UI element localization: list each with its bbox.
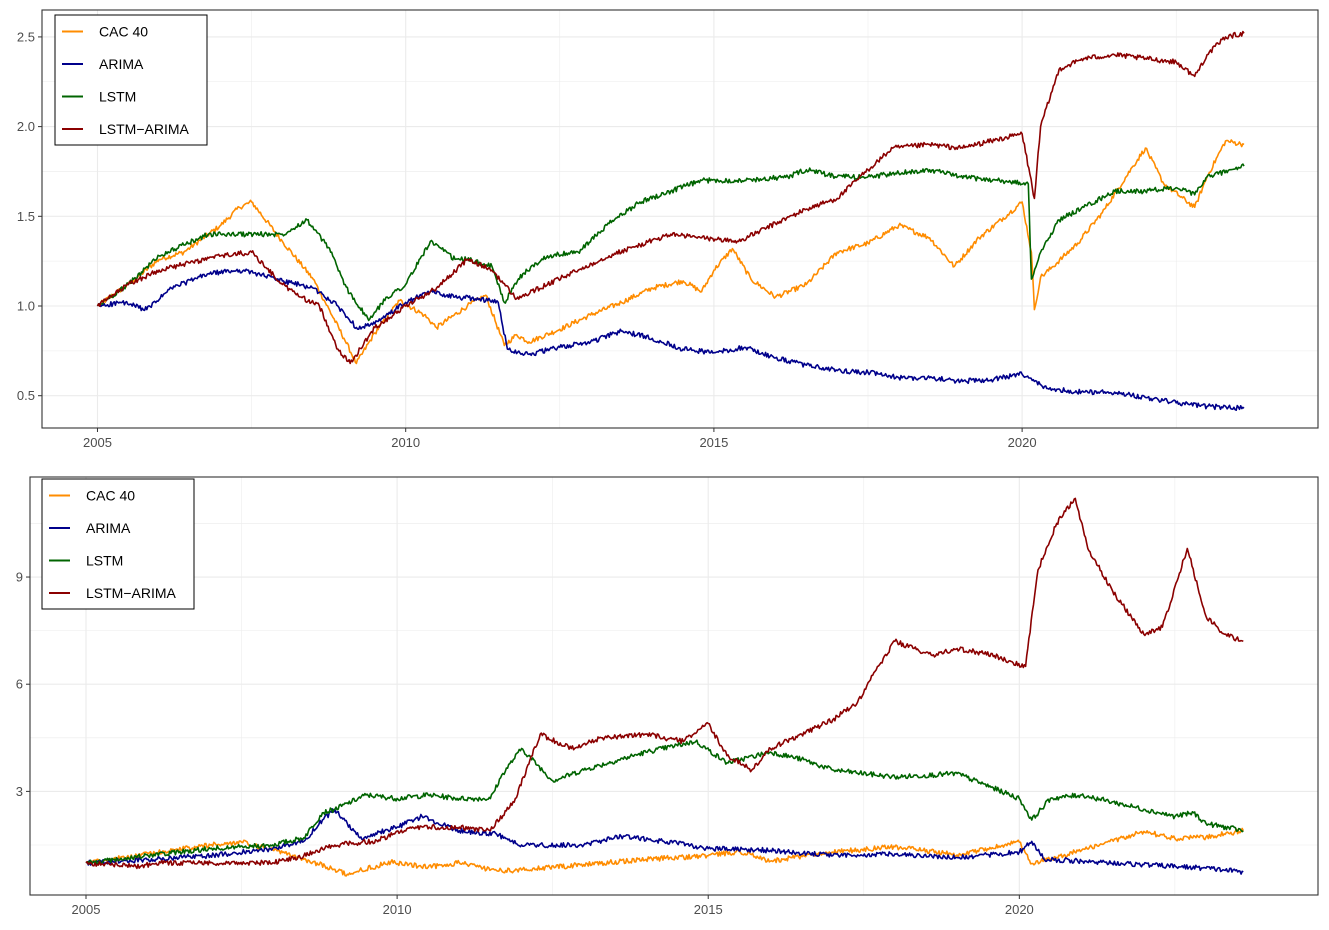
series-line-lstm <box>85 739 1244 865</box>
y-tick-label: 9 <box>16 570 23 585</box>
legend-label: ARIMA <box>99 56 144 72</box>
y-tick-label: 2.5 <box>17 29 35 44</box>
legend-label: ARIMA <box>86 520 131 536</box>
panel-border <box>41 9 1319 429</box>
series-line-cac-40 <box>85 827 1245 877</box>
top-chart-panel: 2005 2010 2015 2020 0.5 1.0 1.5 2.0 2.5 CAC 40 ARI… <box>17 9 1319 450</box>
y-tick-label: 0.5 <box>17 388 35 403</box>
x-tick-label: 2015 <box>699 435 728 450</box>
y-tick-label: 6 <box>16 677 23 692</box>
legend-label: LSTM−ARIMA <box>86 585 177 601</box>
legend-label: CAC 40 <box>86 488 135 504</box>
legend-label: LSTM−ARIMA <box>99 121 190 137</box>
x-tick-label: 2020 <box>1008 435 1037 450</box>
x-tick-label: 2020 <box>1005 902 1034 917</box>
y-tick-label: 2.0 <box>17 119 35 134</box>
legend-box <box>54 14 208 146</box>
legend-label: CAC 40 <box>99 24 148 40</box>
x-tick-label: 2010 <box>383 902 412 917</box>
series-line-cac-40 <box>96 139 1245 365</box>
series-line-arima <box>96 268 1245 411</box>
y-tick-label: 1.5 <box>17 209 35 224</box>
gridlines <box>42 10 1318 428</box>
panel-border <box>29 476 1319 896</box>
series-line-lstm-arima <box>85 497 1244 870</box>
y-tick-label: 3 <box>16 784 23 799</box>
series-lines <box>96 30 1245 411</box>
legend-label: LSTM <box>99 89 136 105</box>
series-line-arima <box>85 808 1244 875</box>
x-tick-label: 2005 <box>83 435 112 450</box>
legend: CAC 40 ARIMA LSTM LSTM−ARIMA <box>41 478 195 610</box>
series-line-lstm-arima <box>96 30 1245 365</box>
y-tick-label: 1.0 <box>17 299 35 314</box>
legend: CAC 40 ARIMA LSTM LSTM−ARIMA <box>54 14 208 146</box>
legend-label: LSTM <box>86 553 123 569</box>
series-line-lstm <box>96 163 1245 322</box>
bottom-chart-panel: 2005 2010 2015 2020 3 6 9 CAC 40 ARIMA LSTM LSTM−A… <box>16 476 1319 917</box>
x-tick-label: 2010 <box>391 435 420 450</box>
plot-background <box>42 10 1318 428</box>
series-lines <box>85 497 1245 877</box>
legend-box <box>41 478 195 610</box>
plot-background <box>30 477 1318 895</box>
x-tick-label: 2015 <box>694 902 723 917</box>
x-tick-label: 2005 <box>72 902 101 917</box>
